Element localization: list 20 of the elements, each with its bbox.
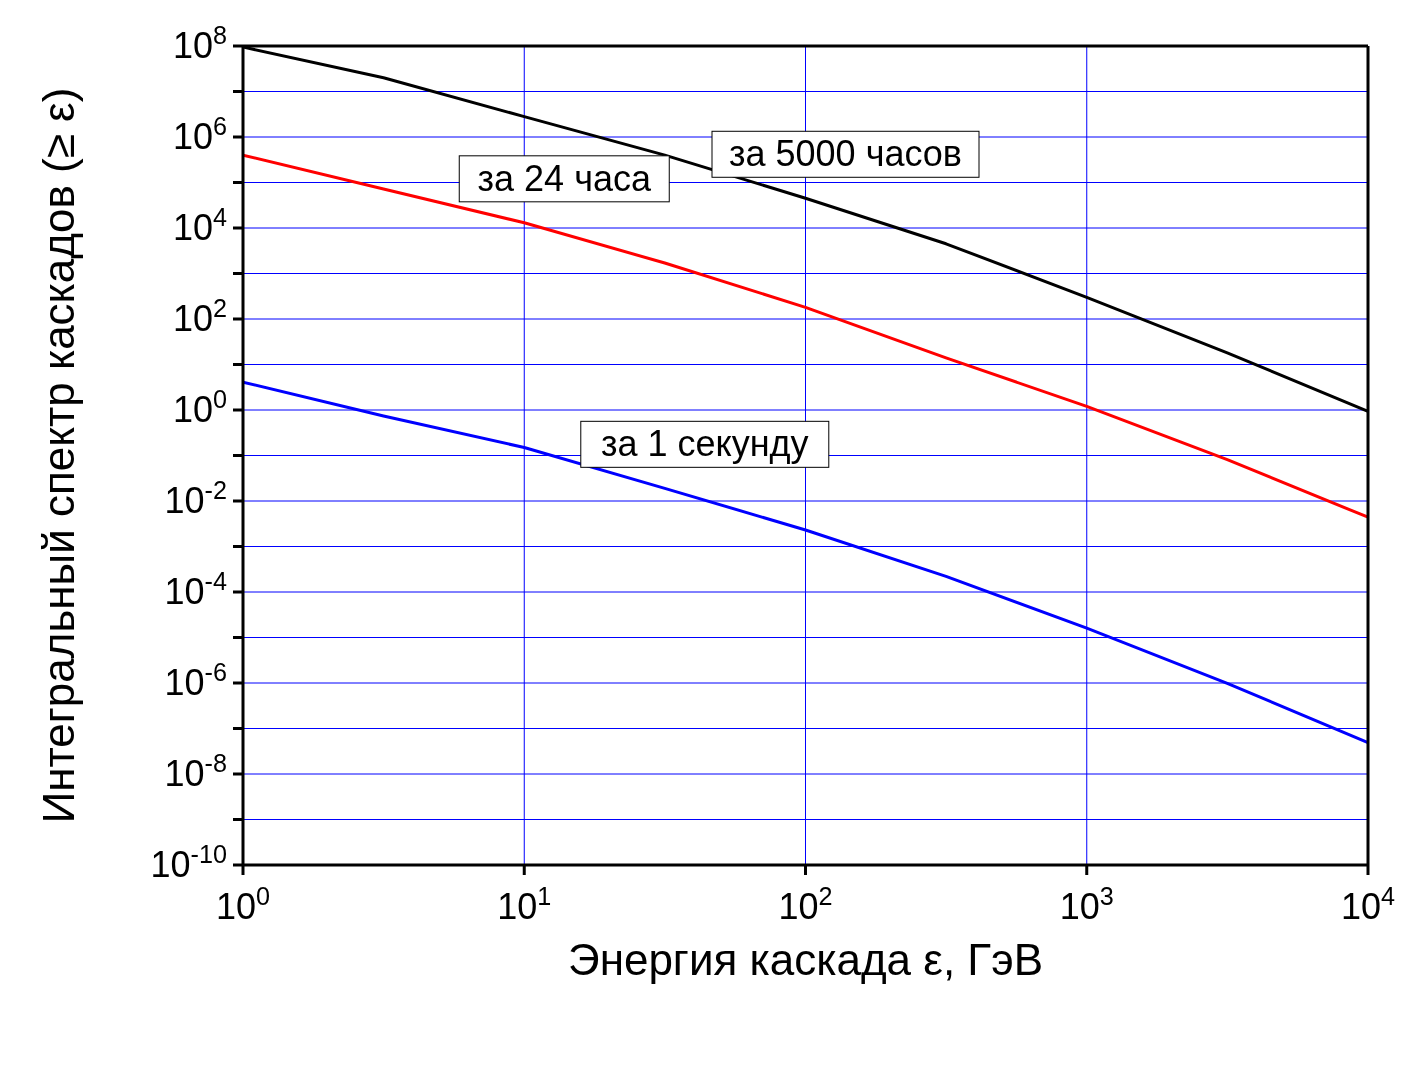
y-tick-label: 10$^{-10}$ [150, 840, 227, 885]
x-tick-label: 10$^{0}$ [215, 882, 271, 927]
series-label: за 24 часа [477, 157, 652, 199]
x-axis-title: Энергия каскада ε, ГэВ [568, 935, 1043, 984]
y-axis-title: Интегральный спектр каскадов (≥ ε) [33, 87, 83, 824]
x-tick-label: 10$^{4}$ [1340, 882, 1396, 927]
y-tick-label: 10$^{-4}$ [164, 567, 227, 612]
y-tick-label: 10$^{6}$ [172, 112, 227, 157]
y-tick-label: 10$^{2}$ [172, 294, 227, 339]
y-tick-label: 10$^{4}$ [172, 203, 227, 248]
x-tick-label: 10$^{1}$ [497, 882, 552, 927]
y-tick-label: 10$^{-8}$ [164, 749, 227, 794]
y-tick-label: 10$^{-6}$ [164, 658, 227, 703]
x-tick-label: 10$^{3}$ [1059, 882, 1114, 927]
y-tick-label: 10$^{8}$ [172, 21, 227, 66]
series-label: за 1 секунду [600, 423, 809, 465]
y-tick-label: 10$^{0}$ [172, 385, 227, 430]
y-tick-label: 10$^{-2}$ [164, 476, 227, 521]
x-tick-label: 10$^{2}$ [778, 882, 833, 927]
series-label: за 5000 часов [729, 133, 962, 175]
